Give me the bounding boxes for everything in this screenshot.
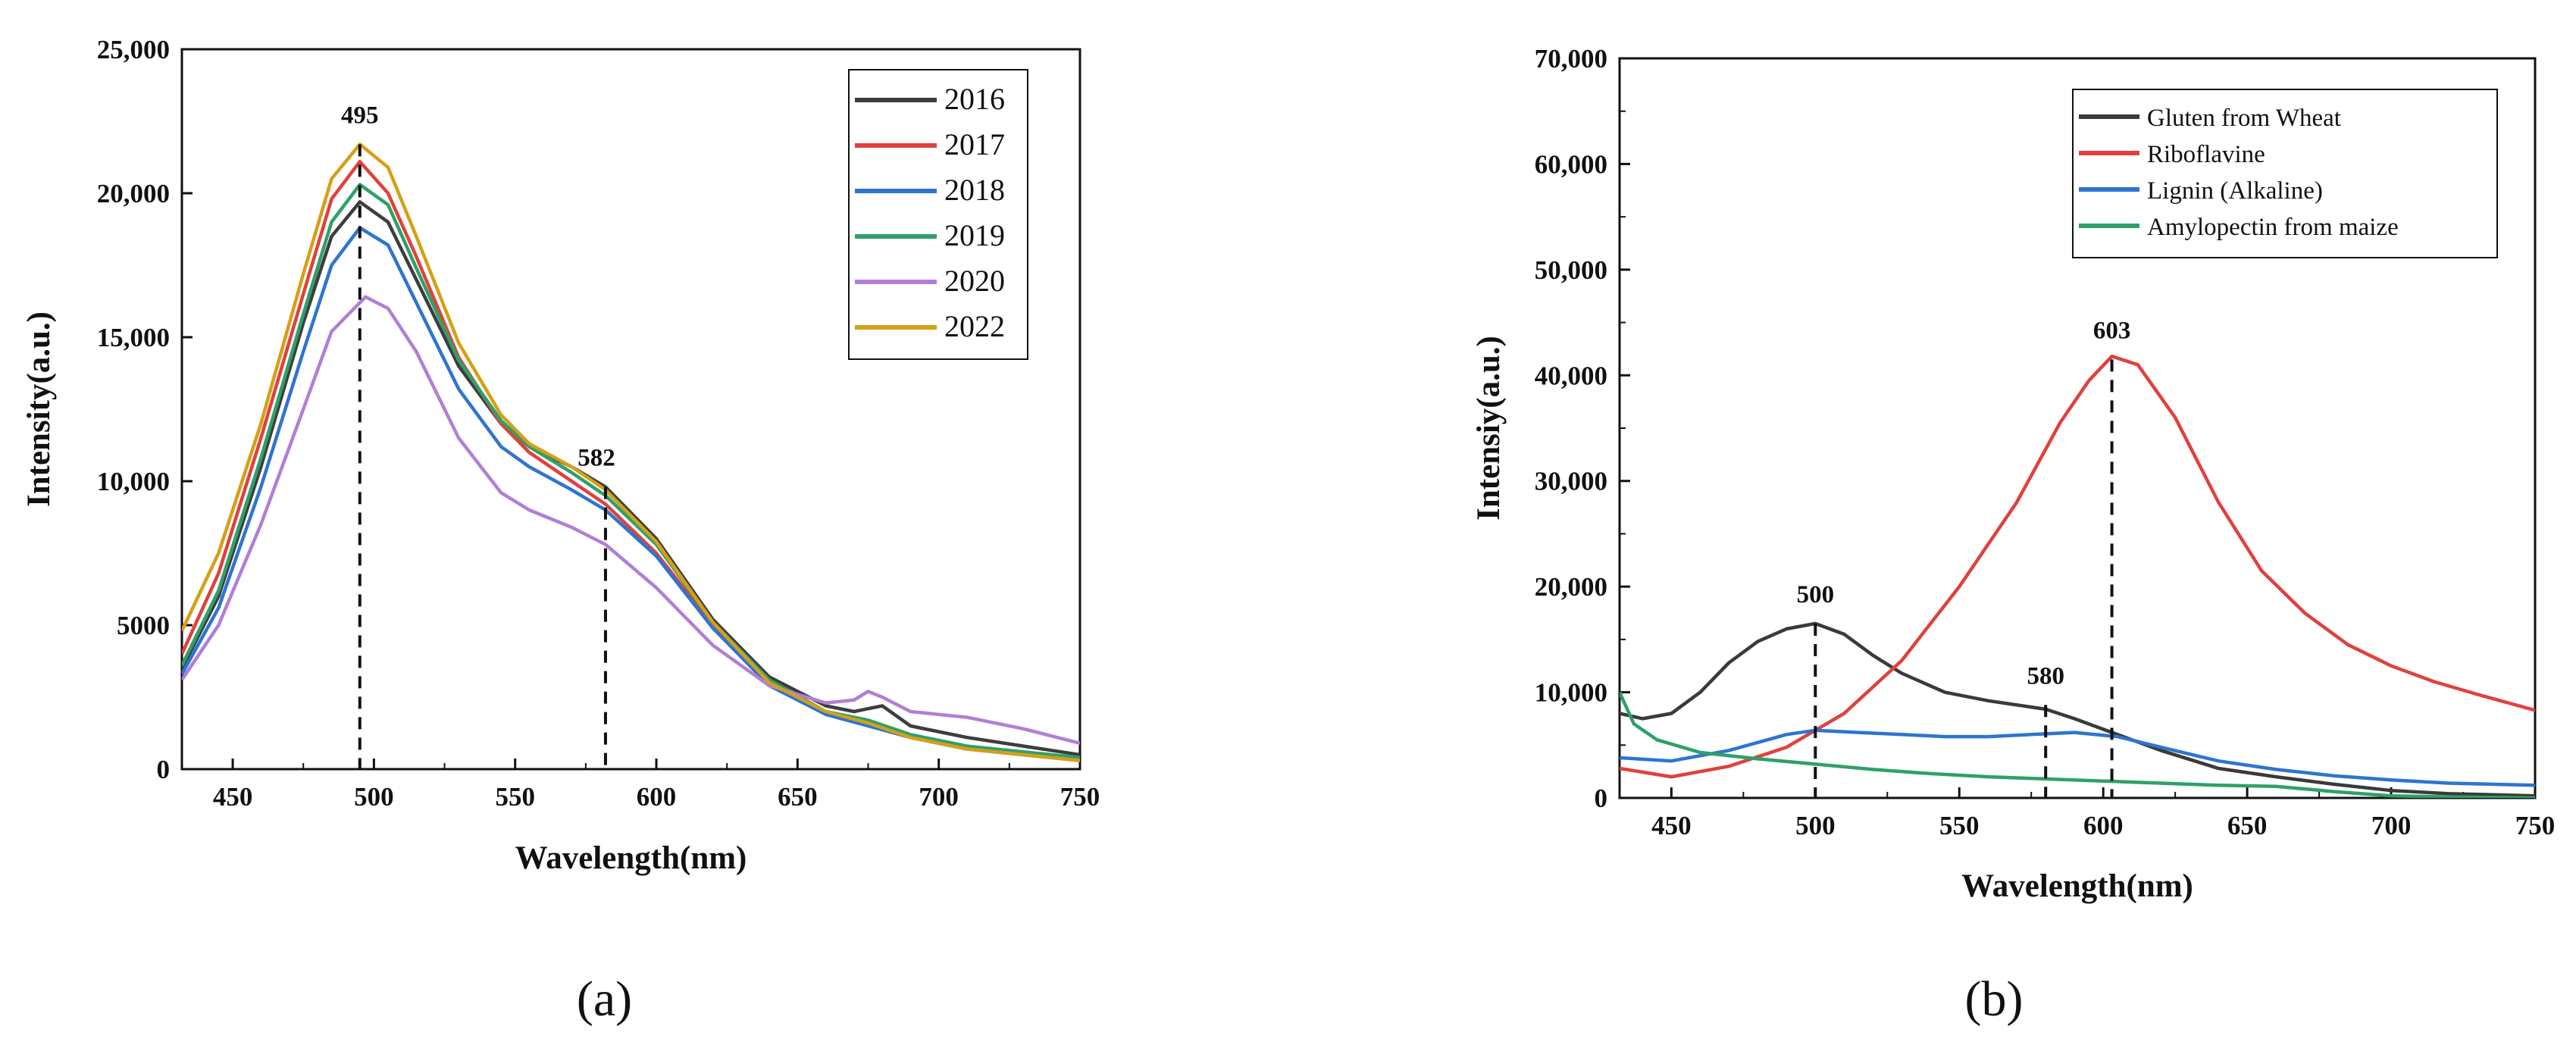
- y-axis-label: Intensiy(a.u.): [1471, 336, 1507, 521]
- legend-label: Gluten from Wheat: [2147, 105, 2341, 132]
- y-tick-label: 70,000: [1535, 44, 1607, 74]
- peak-label: 582: [577, 445, 615, 472]
- series-line-2019: [182, 183, 1080, 760]
- x-tick-label: 600: [637, 782, 677, 812]
- x-tick-label: 550: [495, 782, 535, 812]
- x-axis-label: Wavelength(nm): [1961, 868, 2193, 904]
- y-tick-label: 20,000: [97, 179, 170, 208]
- y-axis-label: Intensity(a.u.): [21, 311, 57, 507]
- x-tick-label: 750: [1060, 782, 1100, 812]
- peak-label: 500: [1797, 581, 1835, 608]
- legend-box: [848, 69, 1028, 360]
- legend-label: Riboflavine: [2147, 141, 2265, 168]
- legend-label: 2020: [944, 264, 1005, 298]
- x-tick-label: 550: [1939, 811, 1980, 840]
- y-tick-label: 40,000: [1535, 361, 1607, 390]
- peak-label: 580: [2027, 662, 2064, 690]
- legend-box: [2072, 89, 2498, 258]
- x-tick-label: 450: [213, 782, 253, 812]
- y-tick-label: 0: [1595, 784, 1608, 813]
- chart-panel-b: 450 500 550 600 650 700 750 0 10,000 20,000 30,000…: [1471, 44, 2555, 1027]
- y-tick-label: 10,000: [1535, 678, 1607, 708]
- series-line-2020: [182, 295, 1080, 745]
- peak-label: 495: [341, 102, 379, 129]
- y-tick-label: 10,000: [97, 467, 170, 496]
- panel-label: (b): [1965, 971, 2024, 1027]
- x-tick-label: 500: [1795, 811, 1836, 840]
- plot-frame: [180, 48, 1081, 771]
- series-group: [182, 142, 1080, 762]
- peak-label: 603: [2093, 317, 2131, 344]
- series-line-lignin-alkaline-: [1620, 728, 2535, 787]
- x-tick-label: 700: [919, 782, 959, 812]
- legend-label: 2018: [944, 173, 1005, 207]
- x-tick-label: 450: [1651, 811, 1692, 840]
- y-tick-label: 25,000: [97, 35, 170, 64]
- x-tick-label: 650: [778, 782, 818, 812]
- x-tick-label: 500: [354, 782, 394, 812]
- chart-panel-a: 450 500 550 600 650 700 750 0 5000 10,000 15,000 20…: [21, 35, 1100, 1027]
- y-tick-label: 50,000: [1535, 255, 1607, 285]
- y-tick-label: 30,000: [1535, 467, 1607, 496]
- y-tick-label: 0: [157, 755, 171, 784]
- y-tick-label: 15,000: [97, 323, 170, 352]
- series-group: [1620, 354, 2535, 798]
- series-line-riboflavine: [1620, 354, 2535, 779]
- x-tick-label: 600: [2083, 811, 2124, 840]
- series-line-gluten-from-wheat: [1620, 621, 2535, 798]
- x-tick-label: 650: [2227, 811, 2268, 840]
- series-line-amylopectin-from-maize: [1620, 691, 2535, 798]
- x-tick-label: 750: [2515, 811, 2556, 840]
- legend-label: Amylopectin from maize: [2147, 214, 2399, 241]
- legend-label: 2017: [944, 127, 1005, 161]
- legend-label: 2016: [944, 82, 1005, 116]
- y-tick-label: 60,000: [1535, 149, 1607, 179]
- x-tick-label: 700: [2371, 811, 2412, 840]
- x-axis-label: Wavelength(nm): [515, 840, 747, 876]
- y-tick-label: 20,000: [1535, 572, 1607, 602]
- legend-label: 2019: [944, 218, 1005, 252]
- series-line-2022: [182, 142, 1080, 762]
- legend-label: Lignin (Alkaline): [2147, 177, 2323, 205]
- panel-label: (a): [577, 971, 632, 1027]
- legend-label: 2022: [944, 309, 1005, 343]
- y-tick-label: 5000: [117, 611, 170, 640]
